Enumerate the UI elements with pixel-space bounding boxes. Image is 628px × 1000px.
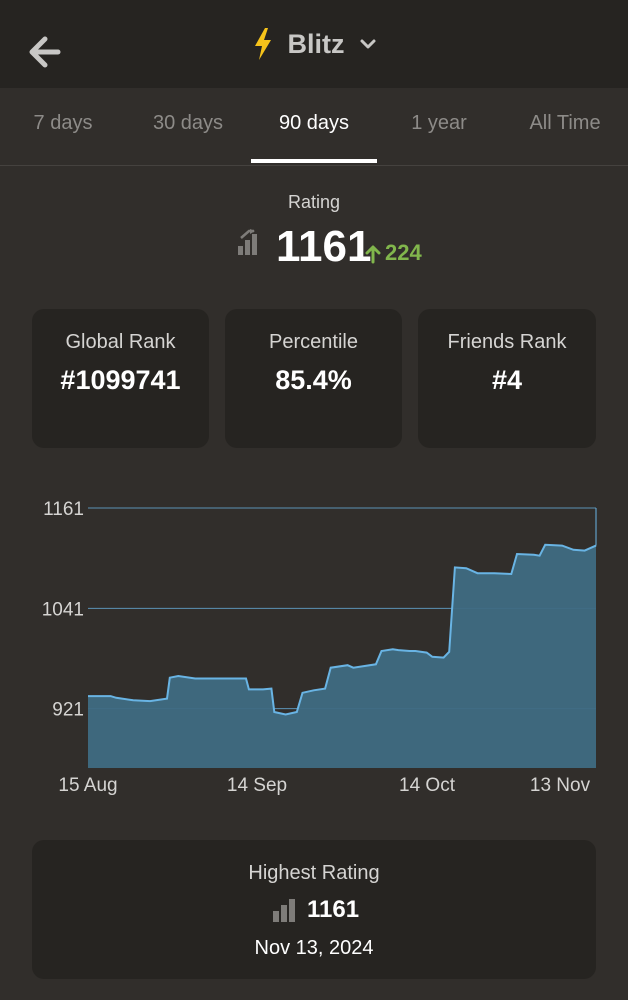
current-rating: 1161 — [276, 222, 372, 271]
tab-30-days[interactable]: 30 days — [152, 112, 224, 134]
highest-rating-date: Nov 13, 2024 — [254, 937, 374, 959]
tab-7-days[interactable]: 7 days — [33, 112, 93, 134]
highest-rating-label: Highest Rating — [248, 862, 380, 884]
tab-all-time[interactable]: All Time — [529, 112, 601, 134]
stat-value: #1099741 — [60, 365, 181, 395]
y-tick-label: 1041 — [42, 599, 84, 620]
stat-value: #4 — [491, 365, 523, 395]
bar-chart-icon — [273, 899, 295, 922]
back-arrow-icon[interactable] — [26, 34, 62, 70]
highest-rating-row: 1161 — [32, 896, 596, 926]
x-tick-label: 14 Oct — [399, 775, 456, 796]
rating-area — [88, 544, 596, 768]
chevron-down-icon[interactable] — [359, 38, 377, 50]
active-tab-indicator — [251, 159, 377, 163]
stat-value: 85.4% — [275, 365, 352, 395]
highest-rating-value: 1161 — [307, 896, 360, 923]
arrow-up-icon — [365, 245, 381, 264]
stat-label: Friends Rank — [447, 331, 567, 353]
global-rank-card[interactable]: Global Rank #1099741 — [32, 309, 209, 448]
y-tick-label: 921 — [52, 700, 84, 721]
rating-line — [87, 543, 597, 716]
highest-rating-card: Highest Rating 1161 Nov 13, 2024 — [32, 840, 596, 979]
x-tick-label: 15 Aug — [58, 775, 117, 796]
stat-label: Global Rank — [65, 331, 176, 353]
percentile-card[interactable]: Percentile 85.4% — [225, 309, 402, 448]
y-tick-label: 1161 — [43, 499, 84, 520]
time-range-tabs: 7 days 30 days 90 days 1 year All Time — [0, 88, 628, 166]
rating-trend-icon — [238, 229, 257, 255]
tab-1-year[interactable]: 1 year — [411, 112, 467, 134]
tab-90-days[interactable]: 90 days — [278, 112, 350, 134]
friends-rank-card[interactable]: Friends Rank #4 — [418, 309, 596, 448]
rating-history-chart[interactable]: 1161 1041 921 15 Aug 14 Sep 14 Oct 13 Nov — [0, 490, 628, 810]
page-title[interactable]: Blitz — [287, 28, 345, 59]
lightning-icon — [254, 28, 271, 60]
x-tick-label: 13 Nov — [530, 775, 591, 796]
rating-row: 1161 224 — [0, 222, 628, 278]
rating-label: Rating — [287, 192, 341, 212]
x-tick-label: 14 Sep — [227, 775, 287, 796]
stat-label: Percentile — [269, 331, 358, 353]
rating-change: 224 — [385, 240, 422, 265]
top-bar — [0, 0, 628, 88]
